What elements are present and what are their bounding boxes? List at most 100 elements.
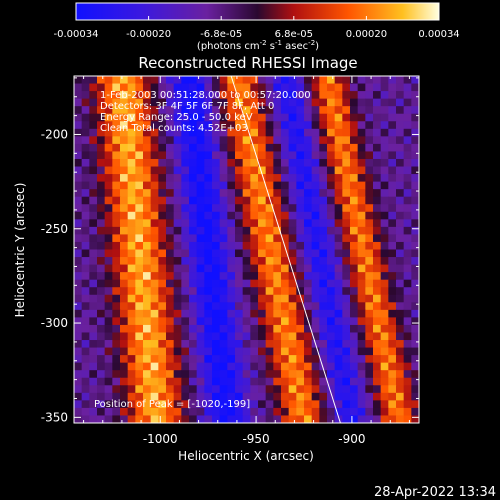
heatmap-cell <box>181 219 190 228</box>
heatmap-cell <box>112 340 121 349</box>
heatmap-cell <box>327 234 336 243</box>
heatmap-cell <box>74 257 83 266</box>
heatmap-cell <box>219 407 228 417</box>
heatmap-cell <box>396 158 405 168</box>
heatmap-cell <box>350 151 359 160</box>
heatmap-cell <box>212 76 221 85</box>
heatmap-cell <box>250 211 259 220</box>
heatmap-cell <box>135 204 144 213</box>
heatmap-cell <box>89 113 98 122</box>
heatmap-cell <box>250 332 259 341</box>
heatmap-cell <box>135 234 144 243</box>
heatmap-cell <box>158 189 167 198</box>
heatmap-cell <box>181 407 190 417</box>
heatmap-cell <box>396 83 405 92</box>
heatmap-cell <box>273 83 282 92</box>
heatmap-cell <box>365 76 374 85</box>
heatmap-cell <box>97 370 106 379</box>
heatmap-cell <box>196 106 205 115</box>
heatmap-cell <box>127 355 136 364</box>
heatmap-cell <box>311 151 320 160</box>
heatmap-cell <box>288 204 297 213</box>
heatmap-cell <box>181 332 190 341</box>
heatmap-cell <box>357 174 366 183</box>
heatmap-cell <box>365 234 374 243</box>
heatmap-cell <box>296 355 305 364</box>
heatmap-cell <box>258 106 267 115</box>
heatmap-cell <box>258 264 267 273</box>
heatmap-cell <box>388 98 397 107</box>
heatmap-cell <box>258 370 267 379</box>
heatmap-cell <box>204 415 213 423</box>
heatmap-cell <box>281 196 290 205</box>
heatmap-cell <box>196 249 205 258</box>
heatmap-cell <box>365 362 374 371</box>
heatmap-cell <box>265 98 274 107</box>
heatmap-cell <box>357 272 366 281</box>
heatmap-cell <box>219 377 228 386</box>
heatmap-cell <box>150 294 159 303</box>
heatmap-cell <box>350 113 359 122</box>
heatmap-cell <box>288 272 297 281</box>
heatmap-cell <box>235 249 244 258</box>
heatmap-cell <box>342 370 351 379</box>
heatmap-cell <box>311 136 320 145</box>
heatmap-cell <box>311 309 320 318</box>
heatmap-cell <box>143 385 152 394</box>
heatmap-cell <box>242 355 251 364</box>
heatmap-cell <box>357 128 366 137</box>
colorbar-tick-label: -0.00034 <box>54 29 99 40</box>
heatmap-cell <box>120 302 129 311</box>
heatmap-cell <box>311 264 320 273</box>
heatmap-cell <box>81 249 90 258</box>
heatmap-cell <box>150 83 159 92</box>
heatmap-cell <box>250 128 259 137</box>
heatmap-cell <box>242 113 251 122</box>
heatmap-cell <box>196 355 205 364</box>
heatmap-cell <box>173 302 182 311</box>
heatmap-cell <box>104 272 113 281</box>
heatmap-cell <box>311 385 320 394</box>
heatmap-cell <box>396 196 405 205</box>
heatmap-cell <box>388 324 397 334</box>
heatmap-cell <box>258 76 267 85</box>
heatmap-cell <box>196 317 205 326</box>
heatmap-cell <box>296 166 305 175</box>
heatmap-cell <box>181 249 190 258</box>
heatmap-cell <box>158 302 167 311</box>
heatmap-cell <box>281 332 290 341</box>
heatmap-cell <box>158 415 167 423</box>
heatmap-cell <box>281 370 290 379</box>
heatmap-cell <box>380 257 389 266</box>
heatmap-cell <box>196 415 205 423</box>
heatmap-cell <box>150 279 159 288</box>
heatmap-cell <box>235 219 244 228</box>
heatmap-cell <box>258 249 267 258</box>
heatmap-cell <box>196 370 205 379</box>
heatmap-cell <box>258 219 267 228</box>
heatmap-cell <box>334 113 343 122</box>
heatmap-cell <box>388 181 397 190</box>
heatmap-cell <box>350 272 359 281</box>
heatmap-cell <box>373 166 382 175</box>
heatmap-cell <box>196 279 205 288</box>
heatmap-cell <box>227 257 236 266</box>
heatmap-cell <box>127 264 136 273</box>
heatmap-cell <box>212 272 221 281</box>
heatmap-cell <box>250 204 259 213</box>
heatmap-cell <box>265 241 274 251</box>
heatmap-cell <box>242 249 251 258</box>
heatmap-cell <box>242 83 251 92</box>
heatmap-cell <box>158 241 167 251</box>
heatmap-cell <box>173 204 182 213</box>
heatmap-cell <box>342 234 351 243</box>
heatmap-cell <box>311 400 320 409</box>
heatmap-cell <box>411 264 419 273</box>
heatmap-cell <box>97 287 106 296</box>
heatmap-cell <box>350 121 359 130</box>
heatmap-cell <box>250 121 259 130</box>
heatmap-cell <box>334 272 343 281</box>
heatmap-cell <box>342 385 351 394</box>
heatmap-cell <box>304 226 313 236</box>
heatmap-cell <box>173 83 182 92</box>
